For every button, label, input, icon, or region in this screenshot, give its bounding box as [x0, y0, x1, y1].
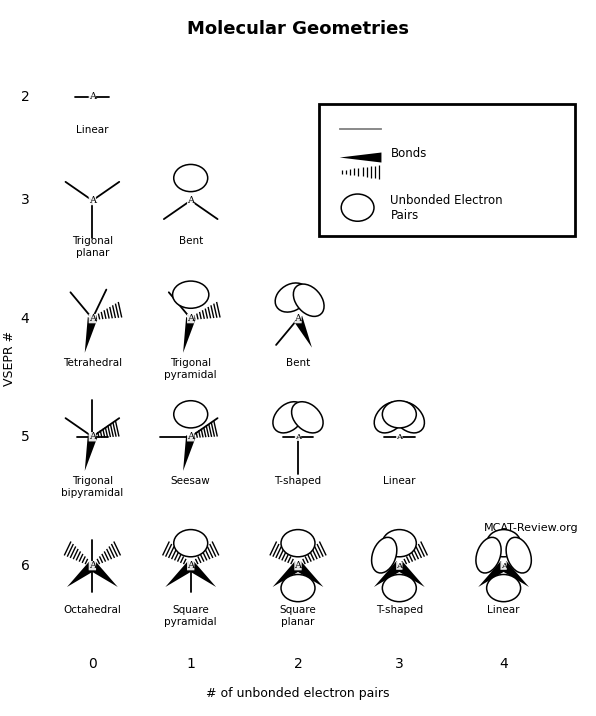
Text: 4: 4 [499, 657, 508, 672]
Text: # of unbonded electron pairs: # of unbonded electron pairs [206, 687, 390, 700]
Text: T-shaped: T-shaped [274, 476, 322, 486]
Text: A: A [89, 432, 96, 441]
Polygon shape [89, 561, 118, 587]
Ellipse shape [372, 537, 397, 573]
Text: Square
pyramidal: Square pyramidal [164, 605, 217, 626]
Ellipse shape [293, 284, 324, 316]
Polygon shape [295, 561, 324, 587]
Text: Unbonded Electron
Pairs: Unbonded Electron Pairs [390, 193, 503, 222]
Ellipse shape [281, 574, 315, 601]
Polygon shape [188, 561, 216, 587]
Text: A: A [89, 92, 96, 101]
Ellipse shape [174, 530, 207, 557]
Polygon shape [501, 561, 529, 587]
Text: VSEPR #: VSEPR # [3, 331, 16, 385]
Text: Molecular Geometries: Molecular Geometries [187, 20, 409, 38]
Text: 3: 3 [395, 657, 403, 672]
Text: MCAT-Review.org: MCAT-Review.org [483, 523, 578, 533]
Text: Trigonal
planar: Trigonal planar [72, 236, 113, 258]
Text: A: A [295, 432, 301, 441]
Polygon shape [165, 561, 194, 587]
Text: Linear: Linear [383, 476, 415, 486]
Polygon shape [183, 317, 195, 353]
Text: 5: 5 [21, 430, 29, 444]
Text: A: A [294, 561, 302, 570]
Text: Trigonal
pyramidal: Trigonal pyramidal [164, 358, 217, 379]
Text: Linear: Linear [76, 125, 108, 135]
Text: Linear: Linear [488, 605, 520, 615]
Text: Octahedral: Octahedral [63, 605, 122, 615]
Polygon shape [183, 435, 195, 471]
Ellipse shape [275, 283, 308, 312]
Polygon shape [85, 317, 97, 353]
Text: Seesaw: Seesaw [171, 476, 210, 486]
Polygon shape [272, 561, 301, 587]
Ellipse shape [174, 401, 207, 428]
Text: 4: 4 [21, 311, 29, 326]
Ellipse shape [174, 165, 207, 192]
Text: A: A [89, 196, 96, 205]
Polygon shape [478, 561, 507, 587]
Text: A: A [187, 561, 194, 570]
Text: 2: 2 [294, 657, 302, 672]
Ellipse shape [383, 530, 416, 557]
Text: A: A [187, 314, 194, 323]
Ellipse shape [273, 402, 305, 433]
Ellipse shape [476, 537, 501, 573]
Polygon shape [340, 153, 381, 163]
Text: 3: 3 [21, 193, 29, 208]
Text: A: A [89, 314, 96, 323]
Text: 2: 2 [21, 90, 29, 104]
Text: 6: 6 [21, 558, 29, 573]
Ellipse shape [173, 281, 209, 309]
Ellipse shape [486, 574, 521, 601]
Ellipse shape [506, 537, 531, 573]
Text: Tetrahedral: Tetrahedral [63, 358, 122, 368]
Text: A: A [396, 432, 402, 441]
Text: 0: 0 [88, 657, 97, 672]
Polygon shape [67, 561, 95, 587]
Text: Trigonal
bipyramidal: Trigonal bipyramidal [61, 476, 123, 498]
Ellipse shape [374, 402, 406, 433]
Polygon shape [374, 561, 402, 587]
Text: Square
planar: Square planar [280, 605, 316, 626]
Text: A: A [187, 432, 194, 441]
Ellipse shape [383, 574, 416, 601]
Text: A: A [396, 561, 402, 570]
Text: Bent: Bent [286, 358, 310, 368]
Ellipse shape [291, 402, 323, 433]
Text: Bonds: Bonds [390, 147, 427, 160]
FancyBboxPatch shape [319, 104, 575, 236]
Polygon shape [294, 316, 312, 348]
Text: 1: 1 [187, 657, 195, 672]
Polygon shape [85, 435, 97, 471]
Text: T-shaped: T-shaped [375, 605, 423, 615]
Polygon shape [396, 561, 425, 587]
Text: A: A [294, 314, 302, 323]
Ellipse shape [281, 530, 315, 557]
Text: Bent: Bent [179, 236, 203, 246]
Text: A: A [89, 561, 96, 570]
Text: A: A [187, 196, 194, 205]
Ellipse shape [486, 530, 521, 557]
Text: A: A [501, 561, 507, 570]
Ellipse shape [383, 401, 416, 428]
Ellipse shape [342, 194, 374, 221]
Ellipse shape [393, 402, 424, 433]
